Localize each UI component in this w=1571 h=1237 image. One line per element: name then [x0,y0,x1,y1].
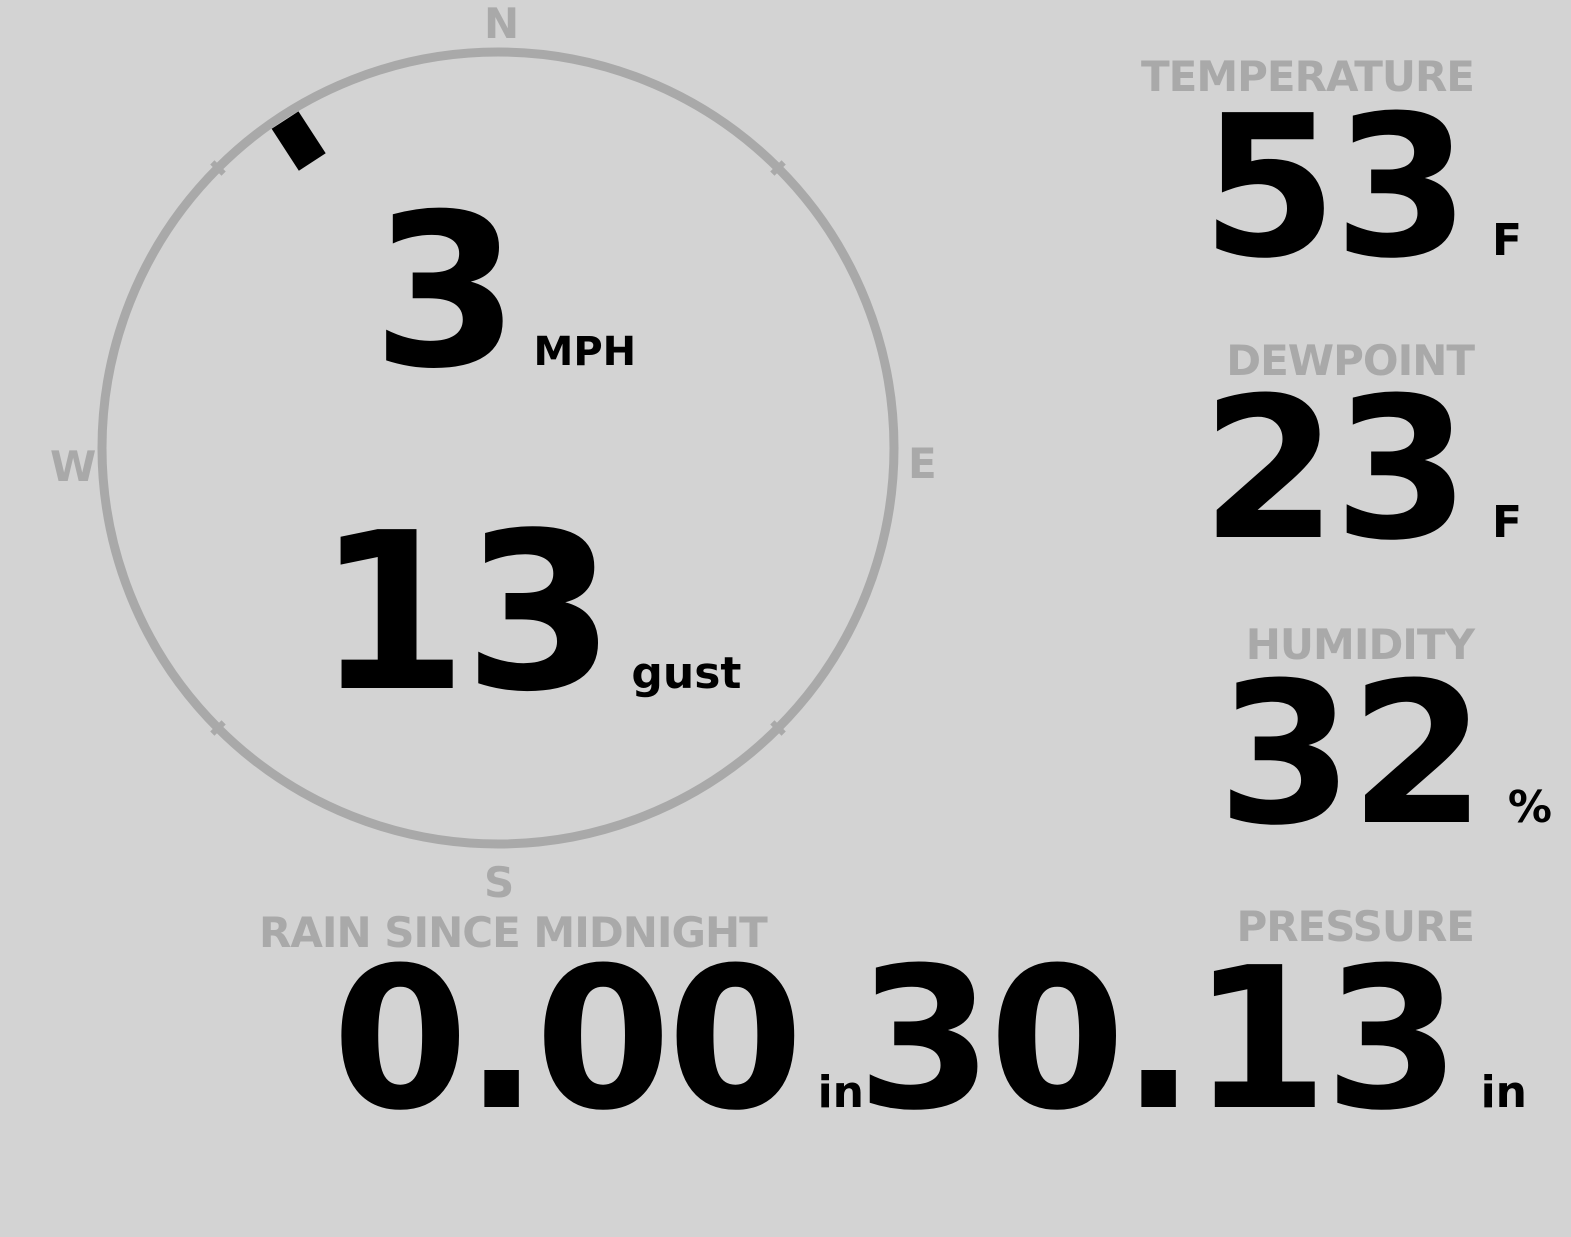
dewpoint-value: 23 [1201,356,1470,584]
compass-north-label: N [484,0,520,48]
wind-direction-marker [271,111,326,171]
dewpoint-label: DEWPOINT [1226,336,1475,385]
wind-gust-readout: 13 gust [316,487,742,740]
temperature-label: TEMPERATURE [1141,52,1475,101]
compass-tick [770,160,786,176]
humidity-label: HUMIDITY [1245,620,1475,669]
humidity-value: 32 [1217,641,1486,869]
rain-unit: in [817,1067,864,1118]
compass-tick [770,720,786,736]
rain-value: 0.00 [332,926,804,1154]
temperature-readout: 53 F [1201,74,1522,302]
pressure-unit: in [1480,1067,1527,1118]
humidity-readout: 32 % [1217,641,1552,869]
temperature-unit: F [1491,215,1522,266]
humidity-unit: % [1507,782,1552,833]
pressure-readout: 30.13 in [856,926,1527,1154]
pressure-value: 30.13 [856,926,1461,1154]
compass-tick [210,720,226,736]
wind-speed-unit: MPH [533,329,637,375]
compass-ring [97,47,899,849]
wind-compass [97,47,899,849]
wind-gust-unit: gust [631,648,742,699]
wind-speed-value: 3 [372,168,520,415]
wind-speed-readout: 3 MPH [372,168,637,415]
rain-label: RAIN SINCE MIDNIGHT [259,908,768,957]
compass-tick [210,160,226,176]
pressure-label: PRESSURE [1236,902,1475,951]
compass-ticks [210,160,786,736]
temperature-value: 53 [1201,74,1470,302]
compass-west-label: W [50,442,97,491]
rain-readout: 0.00 in [332,926,864,1154]
compass-east-label: E [908,439,937,488]
dewpoint-unit: F [1491,497,1522,548]
compass-south-label: S [484,858,515,907]
wind-gust-value: 13 [316,487,615,740]
dewpoint-readout: 23 F [1201,356,1522,584]
